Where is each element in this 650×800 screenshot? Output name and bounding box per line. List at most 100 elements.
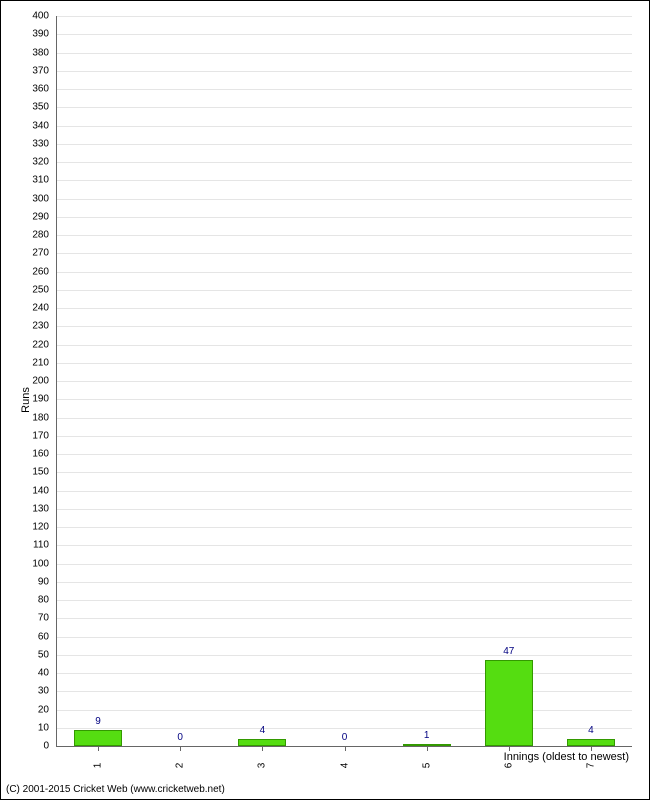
bar-value-label: 1 xyxy=(424,730,430,741)
ytick-label: 330 xyxy=(19,138,49,149)
bar xyxy=(74,730,122,746)
xtick xyxy=(345,746,346,751)
gridline xyxy=(57,345,632,346)
gridline xyxy=(57,162,632,163)
xtick xyxy=(180,746,181,751)
gridline xyxy=(57,290,632,291)
gridline xyxy=(57,545,632,546)
gridline xyxy=(57,272,632,273)
gridline xyxy=(57,217,632,218)
gridline xyxy=(57,472,632,473)
ytick-label: 310 xyxy=(19,175,49,186)
ytick-label: 360 xyxy=(19,84,49,95)
gridline xyxy=(57,363,632,364)
gridline xyxy=(57,180,632,181)
ytick-label: 120 xyxy=(19,522,49,533)
ytick-label: 240 xyxy=(19,303,49,314)
gridline xyxy=(57,144,632,145)
bar-value-label: 47 xyxy=(503,646,514,657)
ytick-label: 140 xyxy=(19,485,49,496)
ytick-label: 300 xyxy=(19,193,49,204)
plot-area: 910243041547647 xyxy=(56,16,632,747)
x-axis-label: Innings (oldest to newest) xyxy=(504,751,629,763)
gridline xyxy=(57,527,632,528)
ytick-label: 90 xyxy=(19,576,49,587)
xtick-label: 6 xyxy=(503,763,514,769)
ytick-label: 200 xyxy=(19,376,49,387)
gridline xyxy=(57,89,632,90)
ytick-label: 110 xyxy=(19,540,49,551)
ytick-label: 10 xyxy=(19,722,49,733)
xtick-label: 5 xyxy=(421,763,432,769)
ytick-label: 340 xyxy=(19,120,49,131)
xtick xyxy=(262,746,263,751)
xtick-label: 1 xyxy=(93,763,104,769)
ytick-label: 40 xyxy=(19,668,49,679)
ytick-label: 150 xyxy=(19,467,49,478)
ytick-label: 370 xyxy=(19,65,49,76)
gridline xyxy=(57,618,632,619)
ytick-label: 80 xyxy=(19,595,49,606)
bar-value-label: 4 xyxy=(588,725,594,736)
gridline xyxy=(57,253,632,254)
gridline xyxy=(57,199,632,200)
xtick-label: 3 xyxy=(257,763,268,769)
ytick-label: 350 xyxy=(19,102,49,113)
ytick-label: 180 xyxy=(19,412,49,423)
gridline xyxy=(57,491,632,492)
gridline xyxy=(57,564,632,565)
gridline xyxy=(57,582,632,583)
gridline xyxy=(57,381,632,382)
ytick-label: 170 xyxy=(19,430,49,441)
gridline xyxy=(57,710,632,711)
gridline xyxy=(57,308,632,309)
gridline xyxy=(57,34,632,35)
ytick-label: 130 xyxy=(19,503,49,514)
ytick-label: 60 xyxy=(19,631,49,642)
ytick-label: 160 xyxy=(19,449,49,460)
gridline xyxy=(57,600,632,601)
gridline xyxy=(57,235,632,236)
xtick xyxy=(427,746,428,751)
gridline xyxy=(57,691,632,692)
gridline xyxy=(57,509,632,510)
gridline xyxy=(57,326,632,327)
ytick-label: 20 xyxy=(19,704,49,715)
bar-value-label: 9 xyxy=(95,716,101,727)
gridline xyxy=(57,107,632,108)
ytick-label: 210 xyxy=(19,357,49,368)
gridline xyxy=(57,418,632,419)
ytick-label: 390 xyxy=(19,29,49,40)
gridline xyxy=(57,673,632,674)
copyright-text: (C) 2001-2015 Cricket Web (www.cricketwe… xyxy=(6,784,225,795)
gridline xyxy=(57,399,632,400)
gridline xyxy=(57,655,632,656)
bar-value-label: 0 xyxy=(342,732,348,743)
ytick-label: 30 xyxy=(19,686,49,697)
xtick xyxy=(98,746,99,751)
gridline xyxy=(57,16,632,17)
bar-value-label: 4 xyxy=(260,725,266,736)
bar xyxy=(238,739,286,746)
gridline xyxy=(57,53,632,54)
ytick-label: 380 xyxy=(19,47,49,58)
gridline xyxy=(57,728,632,729)
ytick-label: 0 xyxy=(19,741,49,752)
ytick-label: 100 xyxy=(19,558,49,569)
gridline xyxy=(57,71,632,72)
bar xyxy=(485,660,533,746)
bar-value-label: 0 xyxy=(177,732,183,743)
ytick-label: 400 xyxy=(19,11,49,22)
xtick-label: 7 xyxy=(585,763,596,769)
gridline xyxy=(57,454,632,455)
ytick-label: 280 xyxy=(19,230,49,241)
ytick-label: 50 xyxy=(19,649,49,660)
bar xyxy=(567,739,615,746)
gridline xyxy=(57,637,632,638)
gridline xyxy=(57,126,632,127)
ytick-label: 260 xyxy=(19,266,49,277)
ytick-label: 270 xyxy=(19,248,49,259)
gridline xyxy=(57,436,632,437)
ytick-label: 190 xyxy=(19,394,49,405)
ytick-label: 320 xyxy=(19,157,49,168)
